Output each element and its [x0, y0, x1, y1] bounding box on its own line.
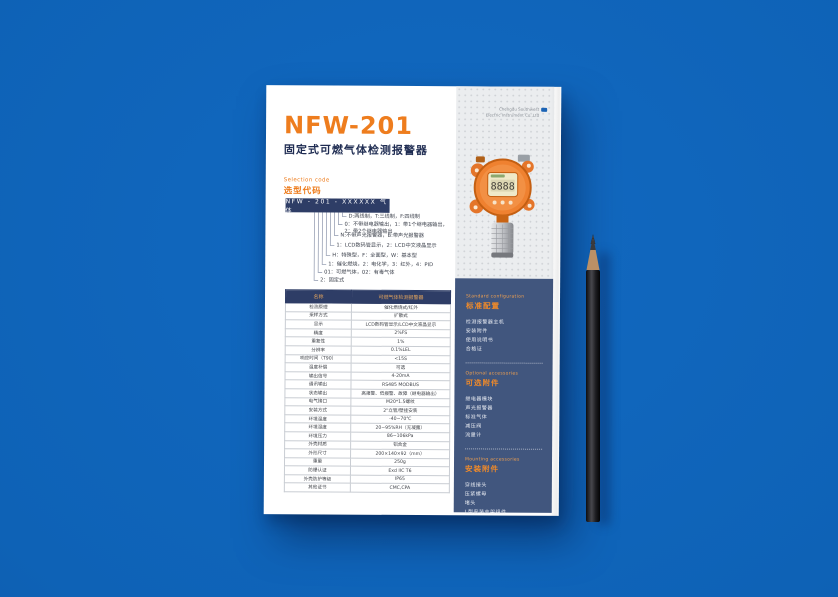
- list-item: 堵头: [464, 500, 476, 507]
- selection-option: 01：可燃气体，02：有毒气体: [324, 269, 395, 276]
- sensor-neck: [496, 214, 509, 223]
- spec-label: 电气接口: [284, 397, 351, 407]
- section-mounting-accessories: Mounting accessories 安装附件 穿线接头 压紧螺母 堵头 L…: [465, 457, 544, 517]
- datasheet-page: NFW-201 固定式可燃气体检测报警器 Selection code 选型代码…: [263, 85, 562, 516]
- lcd-digits: 8888: [491, 181, 515, 192]
- spec-label: 输出信号: [285, 371, 352, 381]
- conduit-entry-left: [475, 156, 485, 163]
- spec-label: 重量: [284, 457, 351, 467]
- dotted-divider: [465, 362, 543, 364]
- section-items: 检测报警器主机 安装附件 使用说明书 合格证: [466, 318, 545, 354]
- selection-option: D:两线制，T:三线制，F:四线制: [348, 213, 421, 221]
- list-item: 减压阀: [465, 423, 482, 430]
- pencil: [580, 234, 606, 526]
- conduit-entry: [517, 154, 530, 162]
- company-name-line2: Electric Instrument Co.,Ltd: [485, 112, 540, 118]
- section-title-en: Mounting accessories: [465, 457, 520, 463]
- sensor-cap: [491, 252, 514, 258]
- selection-option: 2：固定式: [320, 277, 345, 284]
- company-logo-mark-icon: [541, 107, 548, 112]
- spec-label: 通讯输出: [284, 380, 352, 390]
- selection-code-label-en: Selection code: [283, 177, 330, 184]
- spec-label: 环境温度: [284, 414, 351, 424]
- list-item: L型安装支架组件: [464, 509, 507, 516]
- section-title-zh: 可选附件: [465, 378, 500, 388]
- product-photo: 8888: [469, 154, 535, 258]
- spec-label: 检测原理: [285, 302, 352, 312]
- selection-option: H：特殊型，F：全面型，W：基本型: [332, 252, 417, 260]
- product-model-title: NFW-201: [283, 111, 414, 140]
- company-logo-text: Chengdu Southwest Electric Instrument Co…: [486, 106, 539, 118]
- list-item: 安装附件: [465, 328, 488, 335]
- spec-label: 外壳材质: [284, 440, 351, 450]
- list-item: 穿线接头: [464, 482, 487, 489]
- pencil-body: [586, 270, 600, 522]
- spec-table: 名称 可燃气体检测报警器 检测原理 催化燃烧式/红外 采样方式 扩散式 显示 LCD数…: [284, 289, 451, 493]
- list-item: 继电器模块: [465, 396, 493, 403]
- display-brand-strip: [490, 174, 505, 178]
- list-item: 使用说明书: [465, 337, 494, 344]
- spec-label: 状态输出: [284, 388, 351, 398]
- section-title-en: Standard configuration: [466, 294, 525, 300]
- accessories-panel: Standard configuration 标准配置 检测报警器主机 安装附件…: [453, 278, 554, 516]
- selection-option: N:不带声光报警器，B:带声光报警器: [340, 232, 424, 240]
- selection-code-label-zh: 选型代码: [283, 186, 322, 197]
- dotted-divider: [465, 448, 543, 450]
- section-title-zh: 标准配置: [465, 301, 500, 311]
- company-logo: Chengdu Southwest Electric Instrument Co…: [486, 106, 548, 118]
- model-code-bar: NFW - 201 - XXXXXX 气体: [286, 198, 390, 214]
- section-title-en: Optional accessories: [465, 371, 519, 377]
- spec-label: 重复性: [285, 337, 352, 347]
- selection-option: 1：催化燃烧，2：电化学，3：红外，4：PID: [328, 261, 434, 269]
- selection-tree-connectors: [313, 212, 347, 281]
- table-row: 其他证书 CMC,CPA: [284, 483, 450, 493]
- spec-value: CMC,CPA: [350, 483, 450, 493]
- section-items: 穿线接头 压紧螺母 堵头 L型安装支架组件: [465, 481, 544, 517]
- spec-label: 环境压力: [284, 431, 351, 441]
- spec-label: 显示: [285, 319, 352, 329]
- spec-header-product: 可燃气体检测报警器: [351, 290, 451, 304]
- spec-label: 安装方式: [284, 405, 351, 415]
- list-item: 声光报警器: [465, 405, 493, 412]
- spec-label: 防爆认证: [284, 466, 351, 475]
- spec-label: 其他证书: [284, 483, 351, 493]
- section-title-zh: 安装附件: [464, 464, 499, 474]
- spec-label: 分辨率: [285, 345, 352, 355]
- product-name-subtitle: 固定式可燃气体检测报警器: [283, 143, 428, 158]
- selection-option: 1：LCD数码管显示，2：LCD中文液晶显示: [336, 242, 437, 250]
- spec-header-name: 名称: [285, 289, 352, 304]
- spec-label: 环境湿度: [284, 423, 351, 433]
- spec-label: 响应时间（T90）: [285, 354, 352, 364]
- list-item: 流量计: [465, 432, 482, 439]
- section-optional-accessories: Optional accessories 可选附件 继电器模块 声光报警器 标准…: [465, 371, 544, 440]
- lug-holes: [473, 163, 532, 210]
- list-item: 标准气体: [465, 414, 488, 421]
- list-item: 合格证: [465, 346, 483, 353]
- device-buttons: [492, 200, 513, 205]
- spec-header-row: 名称 可燃气体检测报警器: [285, 289, 451, 304]
- spec-label: 外壳防护等级: [284, 474, 351, 484]
- spec-label: 采样方式: [285, 311, 352, 321]
- sensor-mesh: [491, 224, 514, 253]
- pencil-shadow: [598, 252, 610, 526]
- list-item: 压紧螺母: [464, 491, 487, 498]
- section-items: 继电器模块 声光报警器 标准气体 减压阀 流量计: [465, 395, 544, 440]
- spec-label: 外形尺寸: [284, 448, 351, 458]
- section-standard-configuration: Standard configuration 标准配置 检测报警器主机 安装附件…: [466, 294, 545, 354]
- pencil-wood-cone: [586, 236, 600, 270]
- list-item: 检测报警器主机: [465, 319, 505, 326]
- spec-label: 精度: [285, 328, 352, 338]
- spec-label: 温度补偿: [285, 362, 352, 372]
